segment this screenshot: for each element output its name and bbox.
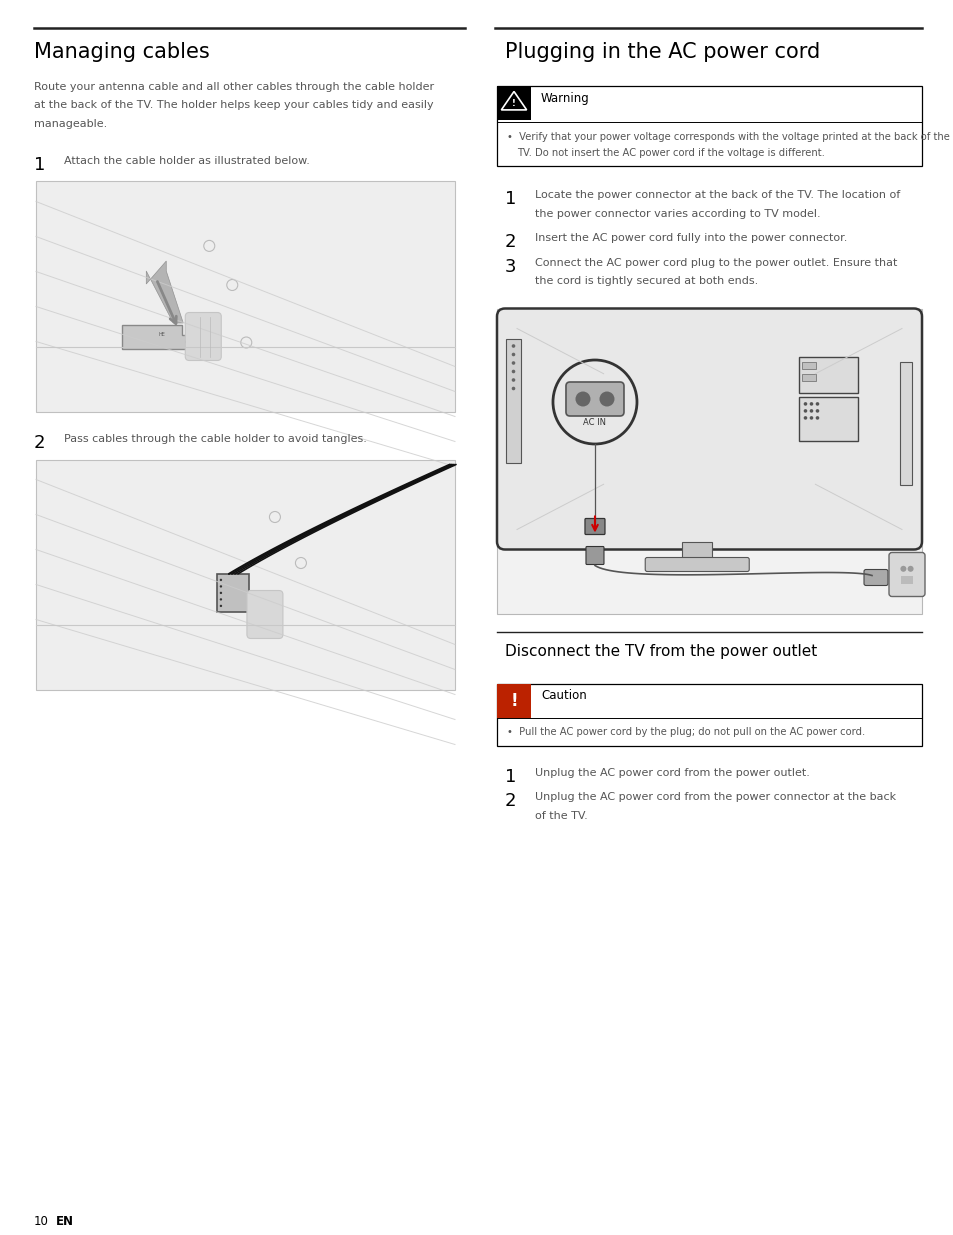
Bar [216, 574, 249, 611]
Text: Connect the AC power cord plug to the power outlet. Ensure that: Connect the AC power cord plug to the po… [535, 258, 897, 268]
Text: AC IN: AC IN [583, 417, 606, 427]
Circle shape [815, 416, 819, 420]
FancyBboxPatch shape [185, 312, 221, 361]
Circle shape [802, 409, 806, 412]
Circle shape [511, 387, 515, 390]
Bar [497, 86, 531, 120]
Circle shape [511, 353, 515, 357]
Text: Attach the cable holder as illustrated below.: Attach the cable holder as illustrated b… [64, 156, 310, 165]
Text: the power connector varies according to TV model.: the power connector varies according to … [535, 209, 820, 219]
Text: Managing cables: Managing cables [34, 42, 210, 62]
Text: !: ! [510, 692, 517, 709]
Text: Pass cables through the cable holder to avoid tangles.: Pass cables through the cable holder to … [64, 433, 367, 443]
Text: •  Verify that your power voltage corresponds with the voltage printed at the ba: • Verify that your power voltage corresp… [506, 132, 949, 142]
Text: of the TV.: of the TV. [535, 810, 587, 820]
Circle shape [802, 403, 806, 406]
Text: 10: 10 [34, 1215, 49, 1228]
Circle shape [809, 416, 812, 420]
Circle shape [219, 598, 222, 600]
Bar [497, 309, 921, 614]
Circle shape [575, 391, 590, 406]
Circle shape [185, 340, 189, 343]
Circle shape [511, 345, 515, 348]
Bar [36, 459, 455, 689]
Circle shape [219, 605, 222, 608]
FancyBboxPatch shape [247, 590, 283, 638]
Text: Caution: Caution [540, 688, 586, 701]
FancyBboxPatch shape [497, 309, 921, 550]
Text: !: ! [512, 100, 516, 109]
Text: 3: 3 [504, 258, 516, 275]
Text: 1: 1 [504, 767, 516, 785]
Polygon shape [146, 261, 183, 324]
Text: •  Pull the AC power cord by the plug; do not pull on the AC power cord.: • Pull the AC power cord by the plug; do… [506, 726, 864, 736]
Circle shape [511, 369, 515, 373]
Circle shape [219, 585, 222, 588]
Circle shape [185, 340, 189, 343]
Bar [505, 338, 520, 463]
Bar [681, 541, 712, 559]
Bar [497, 86, 921, 165]
Circle shape [802, 416, 806, 420]
Circle shape [809, 403, 812, 406]
Circle shape [809, 409, 812, 412]
Circle shape [900, 566, 905, 572]
Bar [799, 357, 858, 393]
Text: the cord is tightly secured at both ends.: the cord is tightly secured at both ends… [535, 275, 758, 287]
Bar [36, 182, 455, 411]
Text: HE: HE [158, 332, 166, 337]
FancyBboxPatch shape [888, 552, 924, 597]
Bar [497, 683, 531, 718]
Text: Warning: Warning [540, 91, 589, 105]
Text: manageable.: manageable. [34, 119, 107, 128]
Circle shape [906, 566, 913, 572]
Circle shape [219, 579, 222, 582]
Circle shape [815, 403, 819, 406]
FancyBboxPatch shape [584, 519, 604, 535]
Text: Locate the power connector at the back of the TV. The location of: Locate the power connector at the back o… [535, 190, 900, 200]
Text: 2: 2 [34, 433, 46, 452]
Circle shape [185, 340, 189, 343]
Text: 2: 2 [504, 792, 516, 810]
Text: Insert the AC power cord fully into the power connector.: Insert the AC power cord fully into the … [535, 233, 846, 243]
Circle shape [598, 391, 614, 406]
FancyBboxPatch shape [644, 557, 748, 572]
Circle shape [511, 361, 515, 364]
Bar [497, 683, 921, 746]
Text: Unplug the AC power cord from the power outlet.: Unplug the AC power cord from the power … [535, 767, 809, 778]
FancyBboxPatch shape [565, 382, 623, 416]
Text: Disconnect the TV from the power outlet: Disconnect the TV from the power outlet [504, 643, 817, 658]
Circle shape [815, 409, 819, 412]
Text: 1: 1 [504, 190, 516, 207]
Text: 1: 1 [34, 156, 46, 173]
Text: Plugging in the AC power cord: Plugging in the AC power cord [504, 42, 820, 62]
Bar [801, 362, 816, 369]
Polygon shape [122, 325, 196, 350]
Text: at the back of the TV. The holder helps keep your cables tidy and easily: at the back of the TV. The holder helps … [34, 100, 434, 110]
FancyBboxPatch shape [863, 569, 887, 585]
Text: 2: 2 [504, 233, 516, 251]
Bar [799, 396, 858, 441]
Circle shape [511, 378, 515, 382]
Text: Unplug the AC power cord from the power connector at the back: Unplug the AC power cord from the power … [535, 792, 895, 802]
Bar [801, 374, 816, 382]
Bar [899, 362, 911, 485]
Text: EN: EN [56, 1215, 74, 1228]
Bar [900, 577, 912, 584]
Text: TV. Do not insert the AC power cord if the voltage is different.: TV. Do not insert the AC power cord if t… [517, 148, 824, 158]
Text: Route your antenna cable and all other cables through the cable holder: Route your antenna cable and all other c… [34, 82, 434, 91]
Circle shape [219, 592, 222, 594]
FancyBboxPatch shape [585, 547, 603, 564]
Circle shape [553, 359, 637, 445]
